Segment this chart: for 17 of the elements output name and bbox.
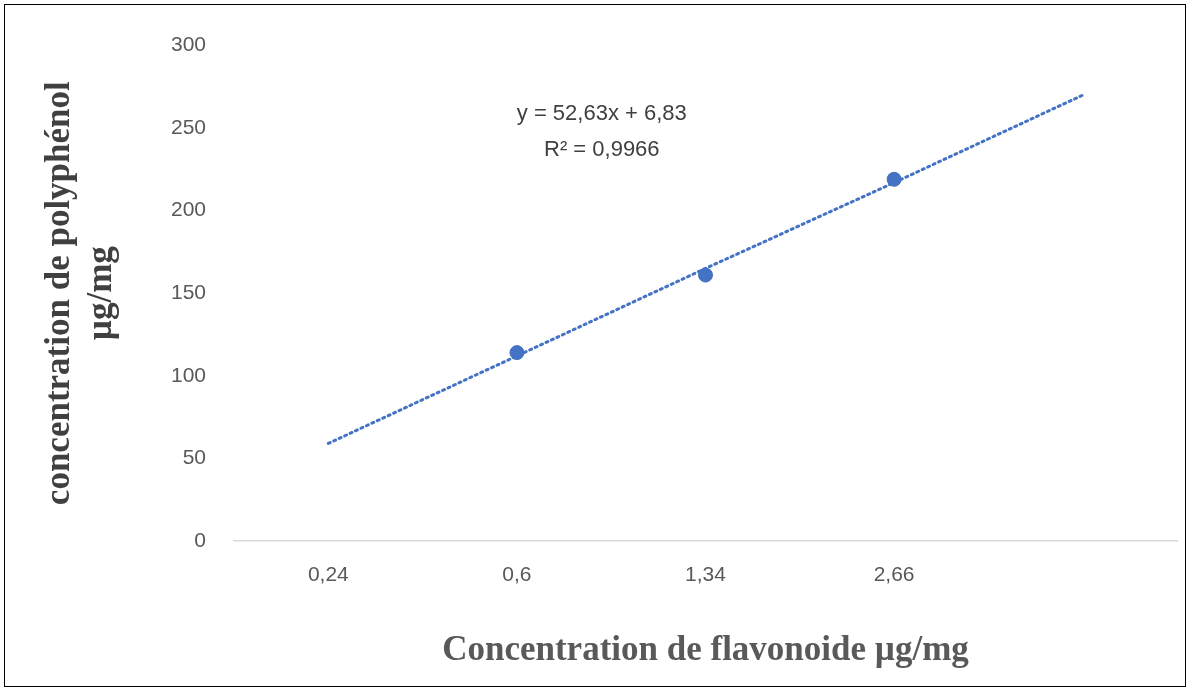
- y-axis-title: concentration de polyphénol µg/mg: [38, 80, 120, 506]
- x-tick-label: 0,24: [307, 562, 350, 586]
- y-tick-label: 50: [182, 445, 207, 469]
- point: [698, 267, 714, 283]
- y-tick-label: 150: [170, 280, 207, 303]
- y-tick-label: 300: [170, 32, 207, 56]
- y-tick-label: 250: [170, 114, 207, 138]
- x-tick-label: 1,34: [685, 562, 727, 586]
- annotation: y = 52,63x + 6,83: [516, 99, 687, 125]
- y-tick-label: 100: [170, 362, 207, 386]
- x-tick-label: 2,66: [873, 562, 915, 586]
- x-tick-label: 0,6: [502, 562, 532, 586]
- y-tick-label: 200: [170, 197, 207, 221]
- y-tick-label: 0: [194, 527, 207, 551]
- annotation: R² = 0,9966: [544, 135, 660, 161]
- x-axis-title: Concentration de flavonoide µg/mg: [442, 629, 970, 669]
- line-series: [326, 93, 1085, 445]
